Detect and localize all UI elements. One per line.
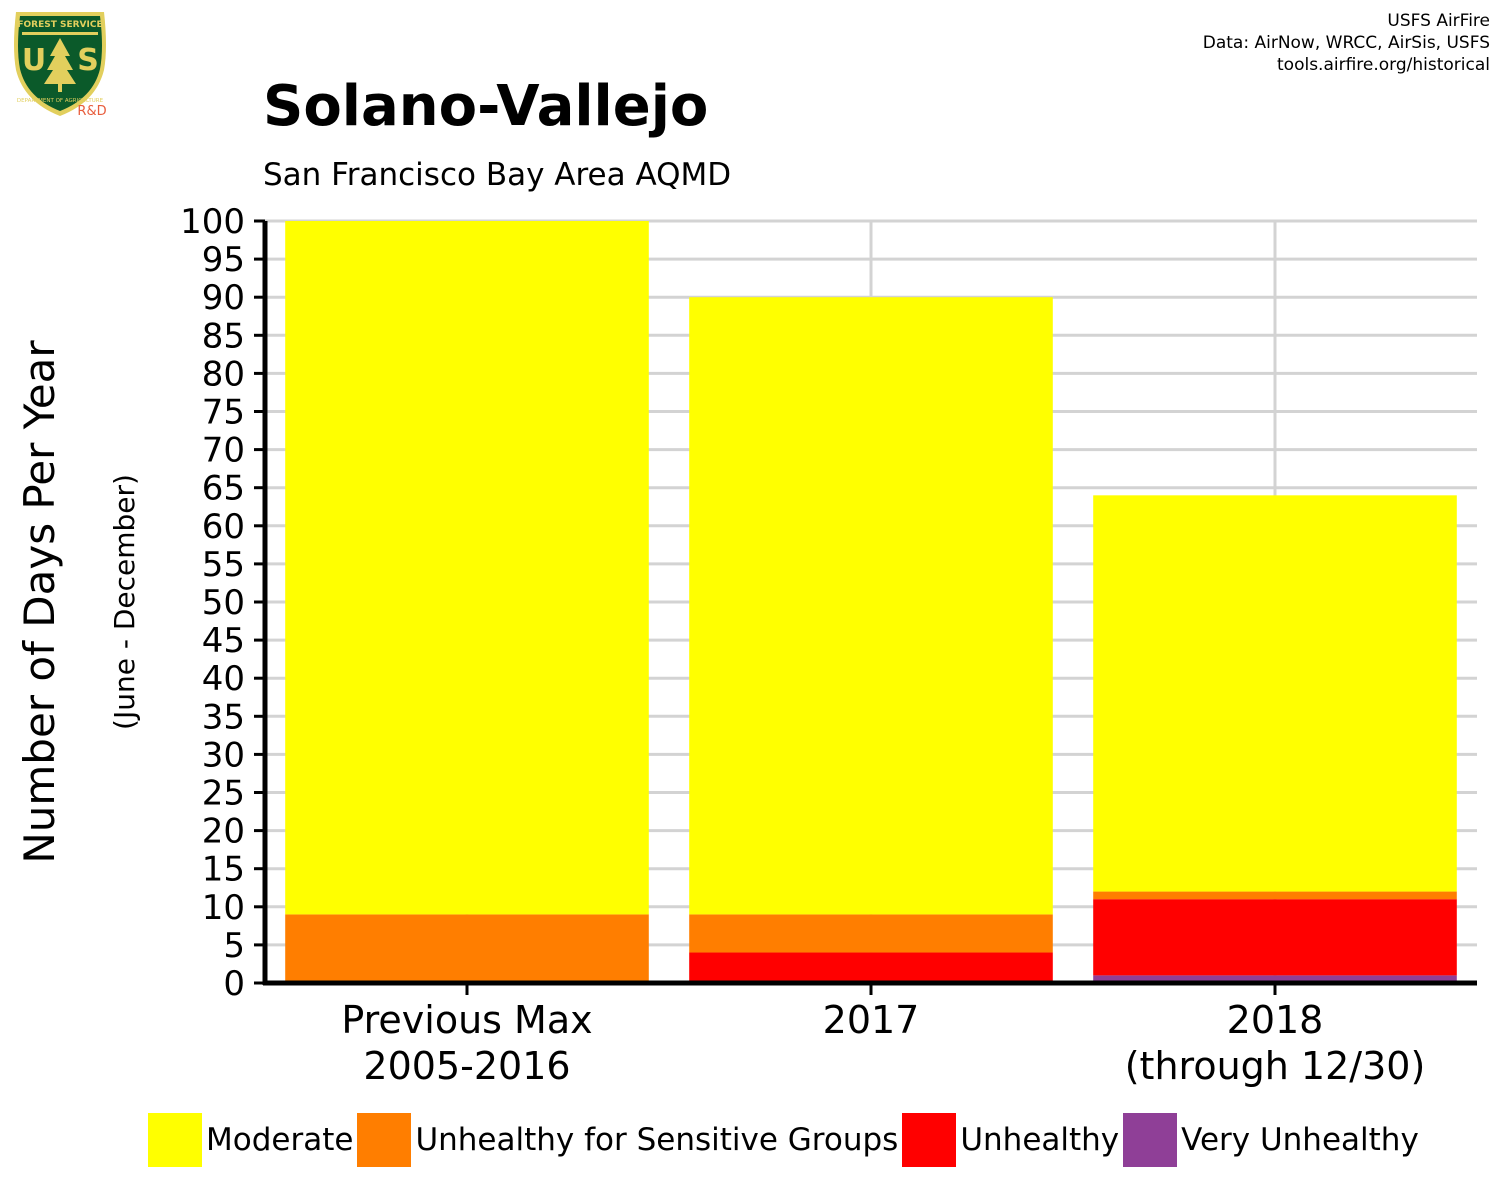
bar-unhealthy-for-sensitive-groups	[285, 914, 649, 983]
y-tick-label: 70	[202, 431, 245, 471]
legend-item: Unhealthy	[902, 1113, 1119, 1167]
legend-label: Very Unhealthy	[1181, 1122, 1419, 1158]
y-tick-label: 15	[202, 850, 245, 890]
credit-source: USFS AirFire	[1387, 11, 1490, 31]
credits: USFS AirFire Data: AirNow, WRCC, AirSis,…	[1203, 10, 1490, 76]
y-tick-label: 40	[202, 659, 245, 699]
chart-title: Solano-Vallejo	[263, 74, 709, 139]
legend-item: Moderate	[148, 1113, 353, 1167]
bar-moderate	[1093, 495, 1457, 892]
legend: Moderate Unhealthy for Sensitive Groups Un…	[148, 1112, 1423, 1168]
tree-icon	[44, 38, 76, 84]
y-tick-label: 30	[202, 735, 245, 775]
x-tick-label: 2017	[823, 998, 920, 1042]
y-tick-label: 90	[202, 278, 245, 318]
logo-top-text: FOREST SERVICE	[17, 20, 102, 30]
legend-swatch	[148, 1113, 202, 1167]
y-tick-label: 55	[202, 545, 245, 585]
legend-label: Unhealthy	[960, 1122, 1120, 1158]
legend-label: Moderate	[206, 1122, 354, 1158]
usfs-logo: FOREST SERVICE U S DEPARTMENT OF AGRICUL…	[14, 12, 107, 119]
x-tick-label: (through 12/30)	[1125, 1044, 1426, 1088]
logo-letter-u: U	[22, 43, 46, 78]
bar-unhealthy-for-sensitive-groups	[689, 914, 1053, 953]
y-tick-label: 75	[202, 393, 245, 433]
y-tick-label: 95	[202, 240, 245, 280]
logo-tag: R&D	[77, 104, 106, 119]
y-tick-label: 20	[202, 812, 245, 852]
bar-unhealthy	[1093, 899, 1457, 976]
bar-very-unhealthy	[1093, 975, 1457, 983]
y-tick-label: 85	[202, 316, 245, 356]
x-tick-label: Previous Max	[341, 998, 592, 1042]
bar-moderate	[285, 221, 649, 915]
credit-url: tools.airfire.org/historical	[1277, 55, 1490, 75]
bar-chart: 0510152025303540455055606570758085909510…	[15, 202, 1477, 1088]
bar-unhealthy-for-sensitive-groups	[1093, 891, 1457, 900]
y-tick-label: 5	[223, 926, 245, 966]
bar-unhealthy	[689, 952, 1053, 983]
logo-bottom-text: DEPARTMENT OF AGRICULTURE	[17, 98, 104, 104]
legend-swatch	[357, 1113, 412, 1167]
y-tick-label: 0	[223, 964, 245, 1004]
legend-swatch	[1123, 1113, 1178, 1167]
y-tick-label: 25	[202, 774, 245, 814]
x-tick-label: 2018	[1227, 998, 1324, 1042]
legend-label: Unhealthy for Sensitive Groups	[415, 1122, 899, 1158]
y-tick-label: 80	[202, 354, 245, 394]
y-axis-label: Number of Days Per Year	[15, 340, 64, 864]
y-tick-label: 65	[202, 469, 245, 509]
x-tick-label: 2005-2016	[363, 1044, 570, 1088]
legend-swatch	[902, 1113, 957, 1167]
credit-data: Data: AirNow, WRCC, AirSis, USFS	[1202, 33, 1490, 53]
y-tick-label: 50	[202, 583, 245, 623]
legend-item: Very Unhealthy	[1123, 1113, 1419, 1167]
chart-subtitle: San Francisco Bay Area AQMD	[263, 157, 732, 193]
y-axis-sublabel: (June - December)	[108, 474, 141, 730]
y-tick-label: 100	[180, 202, 245, 242]
y-tick-label: 35	[202, 697, 245, 737]
legend-item: Unhealthy for Sensitive Groups	[357, 1113, 898, 1167]
y-tick-label: 45	[202, 621, 245, 661]
bar-moderate	[689, 297, 1053, 915]
y-tick-label: 60	[202, 507, 245, 547]
y-tick-label: 10	[202, 888, 245, 928]
logo-letter-s: S	[77, 43, 99, 78]
